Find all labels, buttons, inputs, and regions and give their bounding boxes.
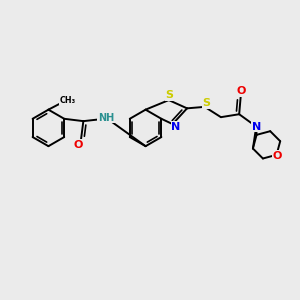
Text: N: N [252,122,262,132]
Text: S: S [166,90,174,100]
Text: CH₃: CH₃ [59,96,75,105]
Text: S: S [202,98,211,108]
Text: N: N [172,122,181,132]
Text: O: O [236,86,246,96]
Text: O: O [272,151,282,161]
Text: NH: NH [98,112,114,123]
Text: O: O [74,140,83,150]
